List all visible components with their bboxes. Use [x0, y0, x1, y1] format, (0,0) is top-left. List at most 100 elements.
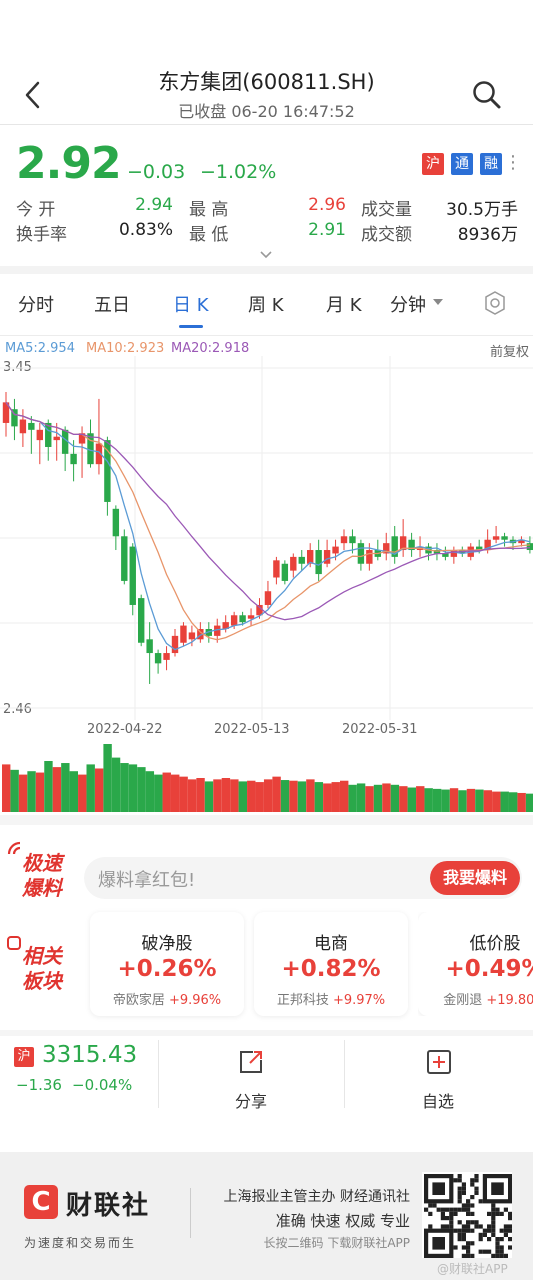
amount-label: 成交额 — [361, 225, 412, 245]
volume-bar — [255, 782, 264, 812]
turnover-value: 0.83% — [118, 220, 173, 240]
sector-change: +0.26% — [117, 956, 217, 982]
candle-body — [332, 546, 339, 554]
candle-body — [501, 536, 508, 540]
tab-minute[interactable]: 分钟 — [390, 295, 426, 316]
candle-body — [340, 536, 348, 544]
candle-body — [264, 591, 272, 605]
more-icon[interactable]: ⋮ — [504, 152, 522, 173]
tip-input-placeholder: 爆料拿红包! — [98, 870, 196, 891]
footer-line2: 准确 快速 权威 专业 — [275, 1212, 410, 1230]
volume-value: 30.5万手 — [446, 200, 518, 220]
sector-card[interactable]: 电商 +0.82% 正邦科技 +9.97% — [254, 912, 408, 1016]
candle-body — [281, 563, 289, 581]
promo-icon-line1: 极速 — [22, 851, 62, 875]
sector-card[interactable]: 破净股 +0.26% 帝欧家居 +9.96% — [90, 912, 244, 1016]
y-min-label: 2.46 — [3, 702, 32, 717]
candle-body — [450, 550, 458, 557]
volume-bar — [10, 769, 19, 812]
back-arrow-icon[interactable] — [18, 78, 48, 112]
share-icon[interactable] — [237, 1048, 265, 1076]
volume-bar — [213, 779, 222, 812]
volume-bar — [492, 791, 501, 812]
candle-body — [70, 453, 77, 465]
section-divider-3 — [0, 1030, 533, 1036]
search-icon[interactable] — [470, 78, 504, 112]
candle-body — [315, 550, 322, 575]
open-label: 今 开 — [16, 200, 56, 220]
candle-body — [349, 536, 356, 544]
candle-body — [290, 556, 297, 571]
volume-bar — [247, 780, 256, 812]
volume-bar — [483, 790, 493, 812]
ma10-line — [5, 401, 530, 641]
volume-bar — [44, 761, 53, 812]
candle-body — [476, 546, 483, 551]
sector-name: 电商 — [314, 934, 348, 954]
sector-card[interactable]: 低价股 +0.49% 金刚退 +19.80% — [418, 912, 533, 1016]
tab-intraday[interactable]: 分时 — [18, 295, 54, 316]
volume-bar — [179, 776, 188, 812]
sector-leader: 正邦科技 +9.97% — [254, 989, 408, 1008]
volume-bar — [171, 774, 180, 812]
candle-body — [273, 560, 280, 578]
ma10-legend: MA10:2.923 — [86, 341, 165, 356]
volume-bar — [348, 784, 357, 812]
volume-bar — [111, 757, 121, 812]
sector-change: +0.49% — [445, 956, 533, 982]
leader-name: 正邦科技 — [276, 993, 329, 1008]
sector-icon-line1: 相关 — [22, 944, 62, 968]
candle-body — [298, 556, 305, 564]
volume-bar — [2, 764, 11, 812]
volume-chart[interactable] — [0, 740, 533, 815]
chevron-down-icon[interactable] — [258, 248, 274, 262]
candle-body — [256, 604, 263, 616]
index-change-pct: −0.04% — [72, 1076, 133, 1094]
candle-body — [28, 422, 35, 430]
adjust-mode[interactable]: 前复权 — [490, 345, 530, 360]
brand-name: 财联社 — [66, 1191, 151, 1221]
low-label: 最 低 — [189, 225, 229, 245]
candle-body — [163, 653, 170, 660]
tab-daily-k[interactable]: 日 K — [173, 295, 209, 316]
footer-line3: 长按二维码 下载财联社APP — [263, 1236, 411, 1250]
index-badge: 沪 — [14, 1047, 34, 1067]
volume-bar — [382, 783, 391, 812]
volume-bar — [154, 774, 163, 812]
open-value: 2.94 — [135, 195, 173, 215]
candle-body — [95, 443, 103, 465]
leader-change: +19.80% — [486, 993, 533, 1008]
volume-bar — [297, 781, 307, 812]
candle-body — [408, 539, 415, 551]
tab-five-day[interactable]: 五日 — [94, 295, 130, 316]
candle-body — [391, 536, 398, 557]
share-button[interactable]: 分享 — [234, 1092, 267, 1111]
volume-bar — [145, 771, 155, 812]
volume-bar — [306, 779, 315, 812]
candle-body — [399, 536, 407, 551]
settings-icon[interactable] — [483, 290, 507, 316]
index-value[interactable]: 3315.43 — [42, 1042, 138, 1068]
volume-bar — [61, 763, 70, 812]
volume-bar — [280, 780, 290, 812]
volume-bar — [356, 783, 366, 812]
sector-change: +0.82% — [281, 956, 381, 982]
candle-body — [104, 440, 111, 502]
sector-card-clip: 低价股 +0.49% 金刚退 +19.80% — [418, 912, 533, 1016]
candlestick-chart[interactable] — [0, 356, 533, 720]
volume-bar — [86, 764, 95, 812]
candle-body — [526, 543, 533, 551]
sector-leader: 帝欧家居 +9.96% — [90, 989, 244, 1008]
candle-body — [239, 615, 246, 623]
tab-monthly-k[interactable]: 月 K — [326, 295, 362, 316]
candle-body — [247, 615, 255, 619]
watchlist-button[interactable]: 自选 — [421, 1092, 454, 1111]
add-watchlist-icon[interactable] — [425, 1048, 453, 1076]
volume-bar — [103, 744, 112, 812]
candle-body — [112, 508, 120, 537]
tab-weekly-k[interactable]: 周 K — [248, 295, 284, 316]
volume-bar — [187, 779, 197, 812]
candle-body — [2, 402, 10, 423]
submit-tip-button[interactable]: 我要爆料 — [430, 861, 520, 895]
high-label: 最 高 — [189, 200, 229, 220]
